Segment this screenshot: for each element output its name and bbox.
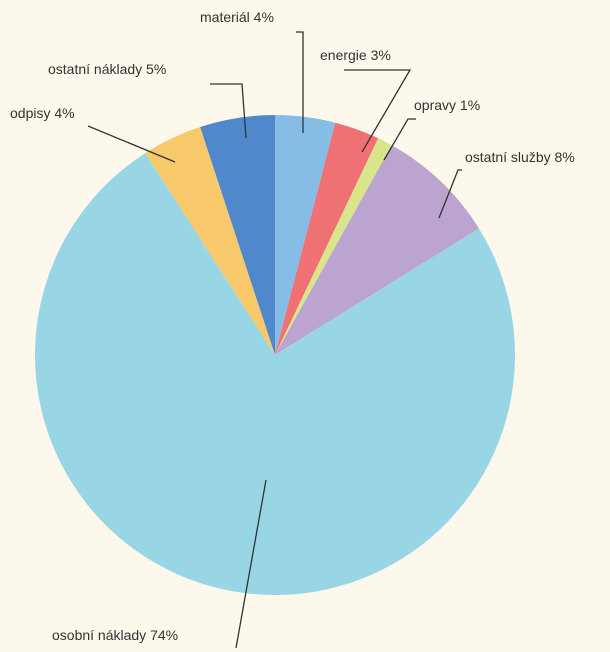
leader-lines [87,31,462,649]
leader-line [296,31,304,133]
pie-slice-odpisy [145,126,275,355]
leader-line [87,125,176,163]
data-label: odpisy 4% [10,105,75,121]
data-label: ostatní náklady 5% [48,61,166,77]
data-label: energie 3% [320,47,391,63]
pie-slice-opravy [275,138,392,355]
pie-slice-osobní-náklady [35,153,516,596]
data-label: opravy 1% [414,97,480,113]
pie-slice-ostatní-služby [275,145,479,355]
leader-line [235,479,267,649]
leader-line [383,118,416,161]
pie-slice-energie [275,122,379,355]
pie-slice-materiál [275,115,336,355]
pie-slice-ostatní-náklady [200,115,275,355]
leader-line [210,83,247,139]
data-label: osobní náklady 74% [52,627,178,643]
data-labels: materiál 4% energie 3% opravy 1% ostatní sl… [10,9,575,643]
pie-slices [35,115,516,596]
data-label: materiál 4% [200,9,274,25]
data-label: ostatní služby 8% [465,149,575,165]
leader-line [438,169,462,219]
leader-line [344,69,412,153]
